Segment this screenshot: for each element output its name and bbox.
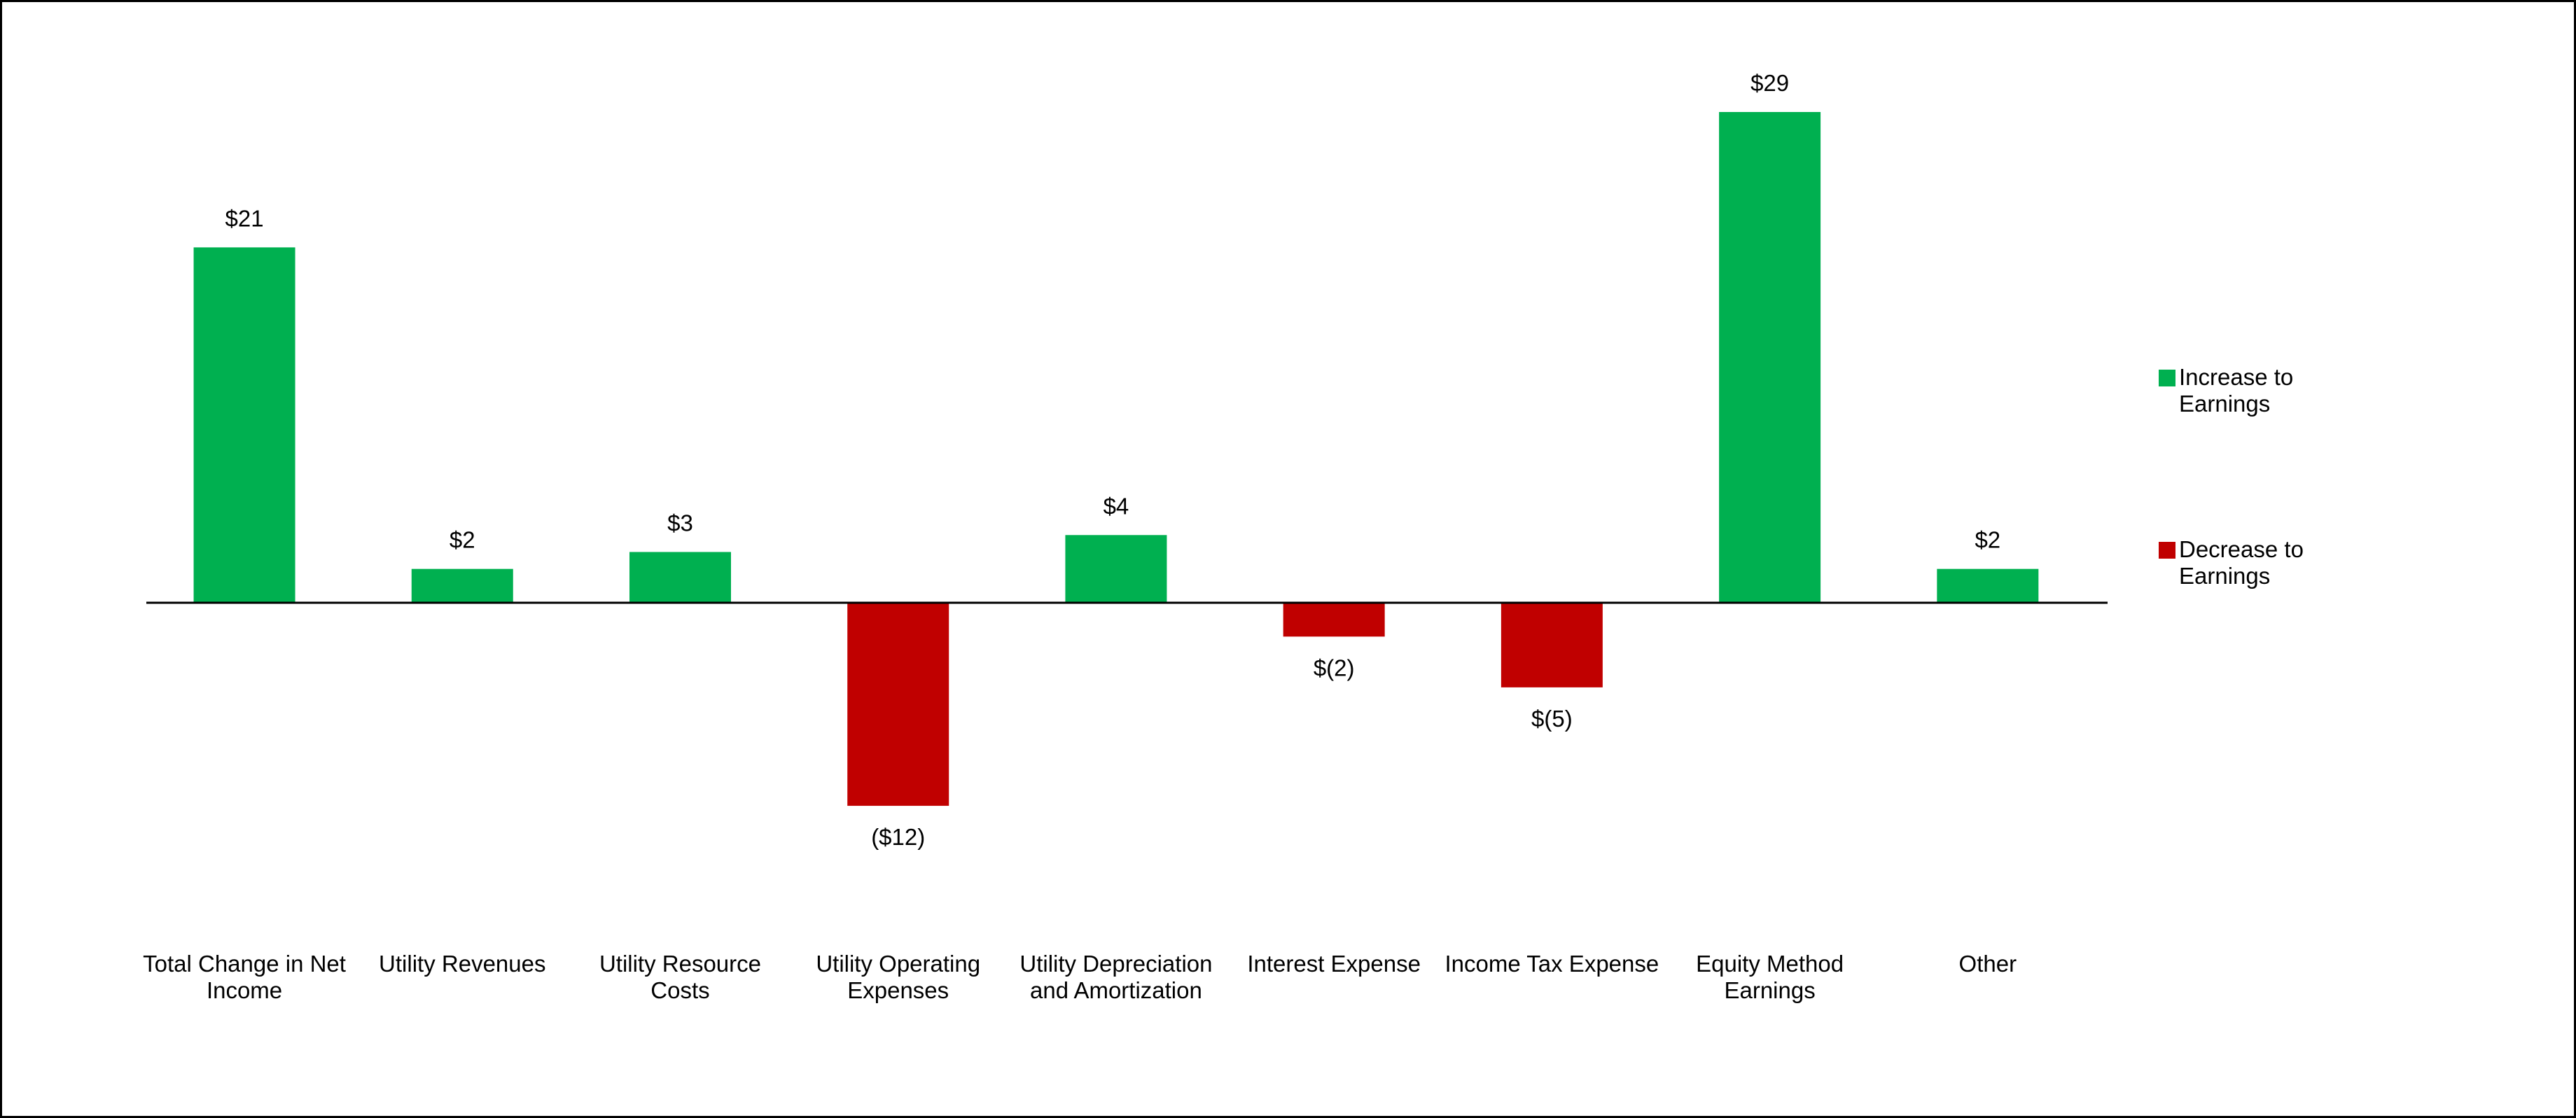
bar — [629, 552, 731, 603]
x-tick-label: Utility Resource Costs — [599, 951, 762, 1003]
legend-label: Increase to Earnings — [2179, 364, 2294, 417]
value-label: $21 — [225, 205, 264, 231]
x-tick-label: Utility Revenues — [379, 951, 546, 977]
x-tick-label: Utility Operating Expenses — [816, 951, 981, 1003]
bar — [1937, 568, 2039, 603]
bar — [1283, 603, 1385, 637]
value-label: $2 — [1975, 527, 2000, 553]
x-tick-label: Income Tax Expense — [1444, 951, 1659, 977]
legend-swatch — [2159, 370, 2175, 386]
bar — [411, 568, 513, 603]
value-label: $(2) — [1314, 655, 1355, 680]
x-tick-label: Interest Expense — [1247, 951, 1421, 977]
x-tick-label: Other — [1958, 951, 2017, 977]
legend-swatch — [2159, 542, 2175, 559]
bar — [193, 247, 295, 603]
bar — [847, 603, 949, 806]
x-tick-label: Utility Depreciation and Amortization — [1019, 951, 1213, 1003]
value-label: $4 — [1103, 493, 1129, 519]
value-label: $3 — [667, 510, 693, 536]
bar — [1501, 603, 1603, 687]
bar — [1065, 535, 1167, 603]
bar — [1719, 112, 1821, 603]
value-label: ($12) — [871, 824, 925, 850]
legend-label: Decrease to Earnings — [2179, 536, 2304, 589]
x-tick-label: Total Change in Net Income — [143, 951, 346, 1003]
x-tick-label: Equity Method Earnings — [1696, 951, 1844, 1003]
value-label: $(5) — [1531, 706, 1573, 732]
value-label: $29 — [1750, 70, 1789, 96]
value-label: $2 — [450, 527, 475, 553]
